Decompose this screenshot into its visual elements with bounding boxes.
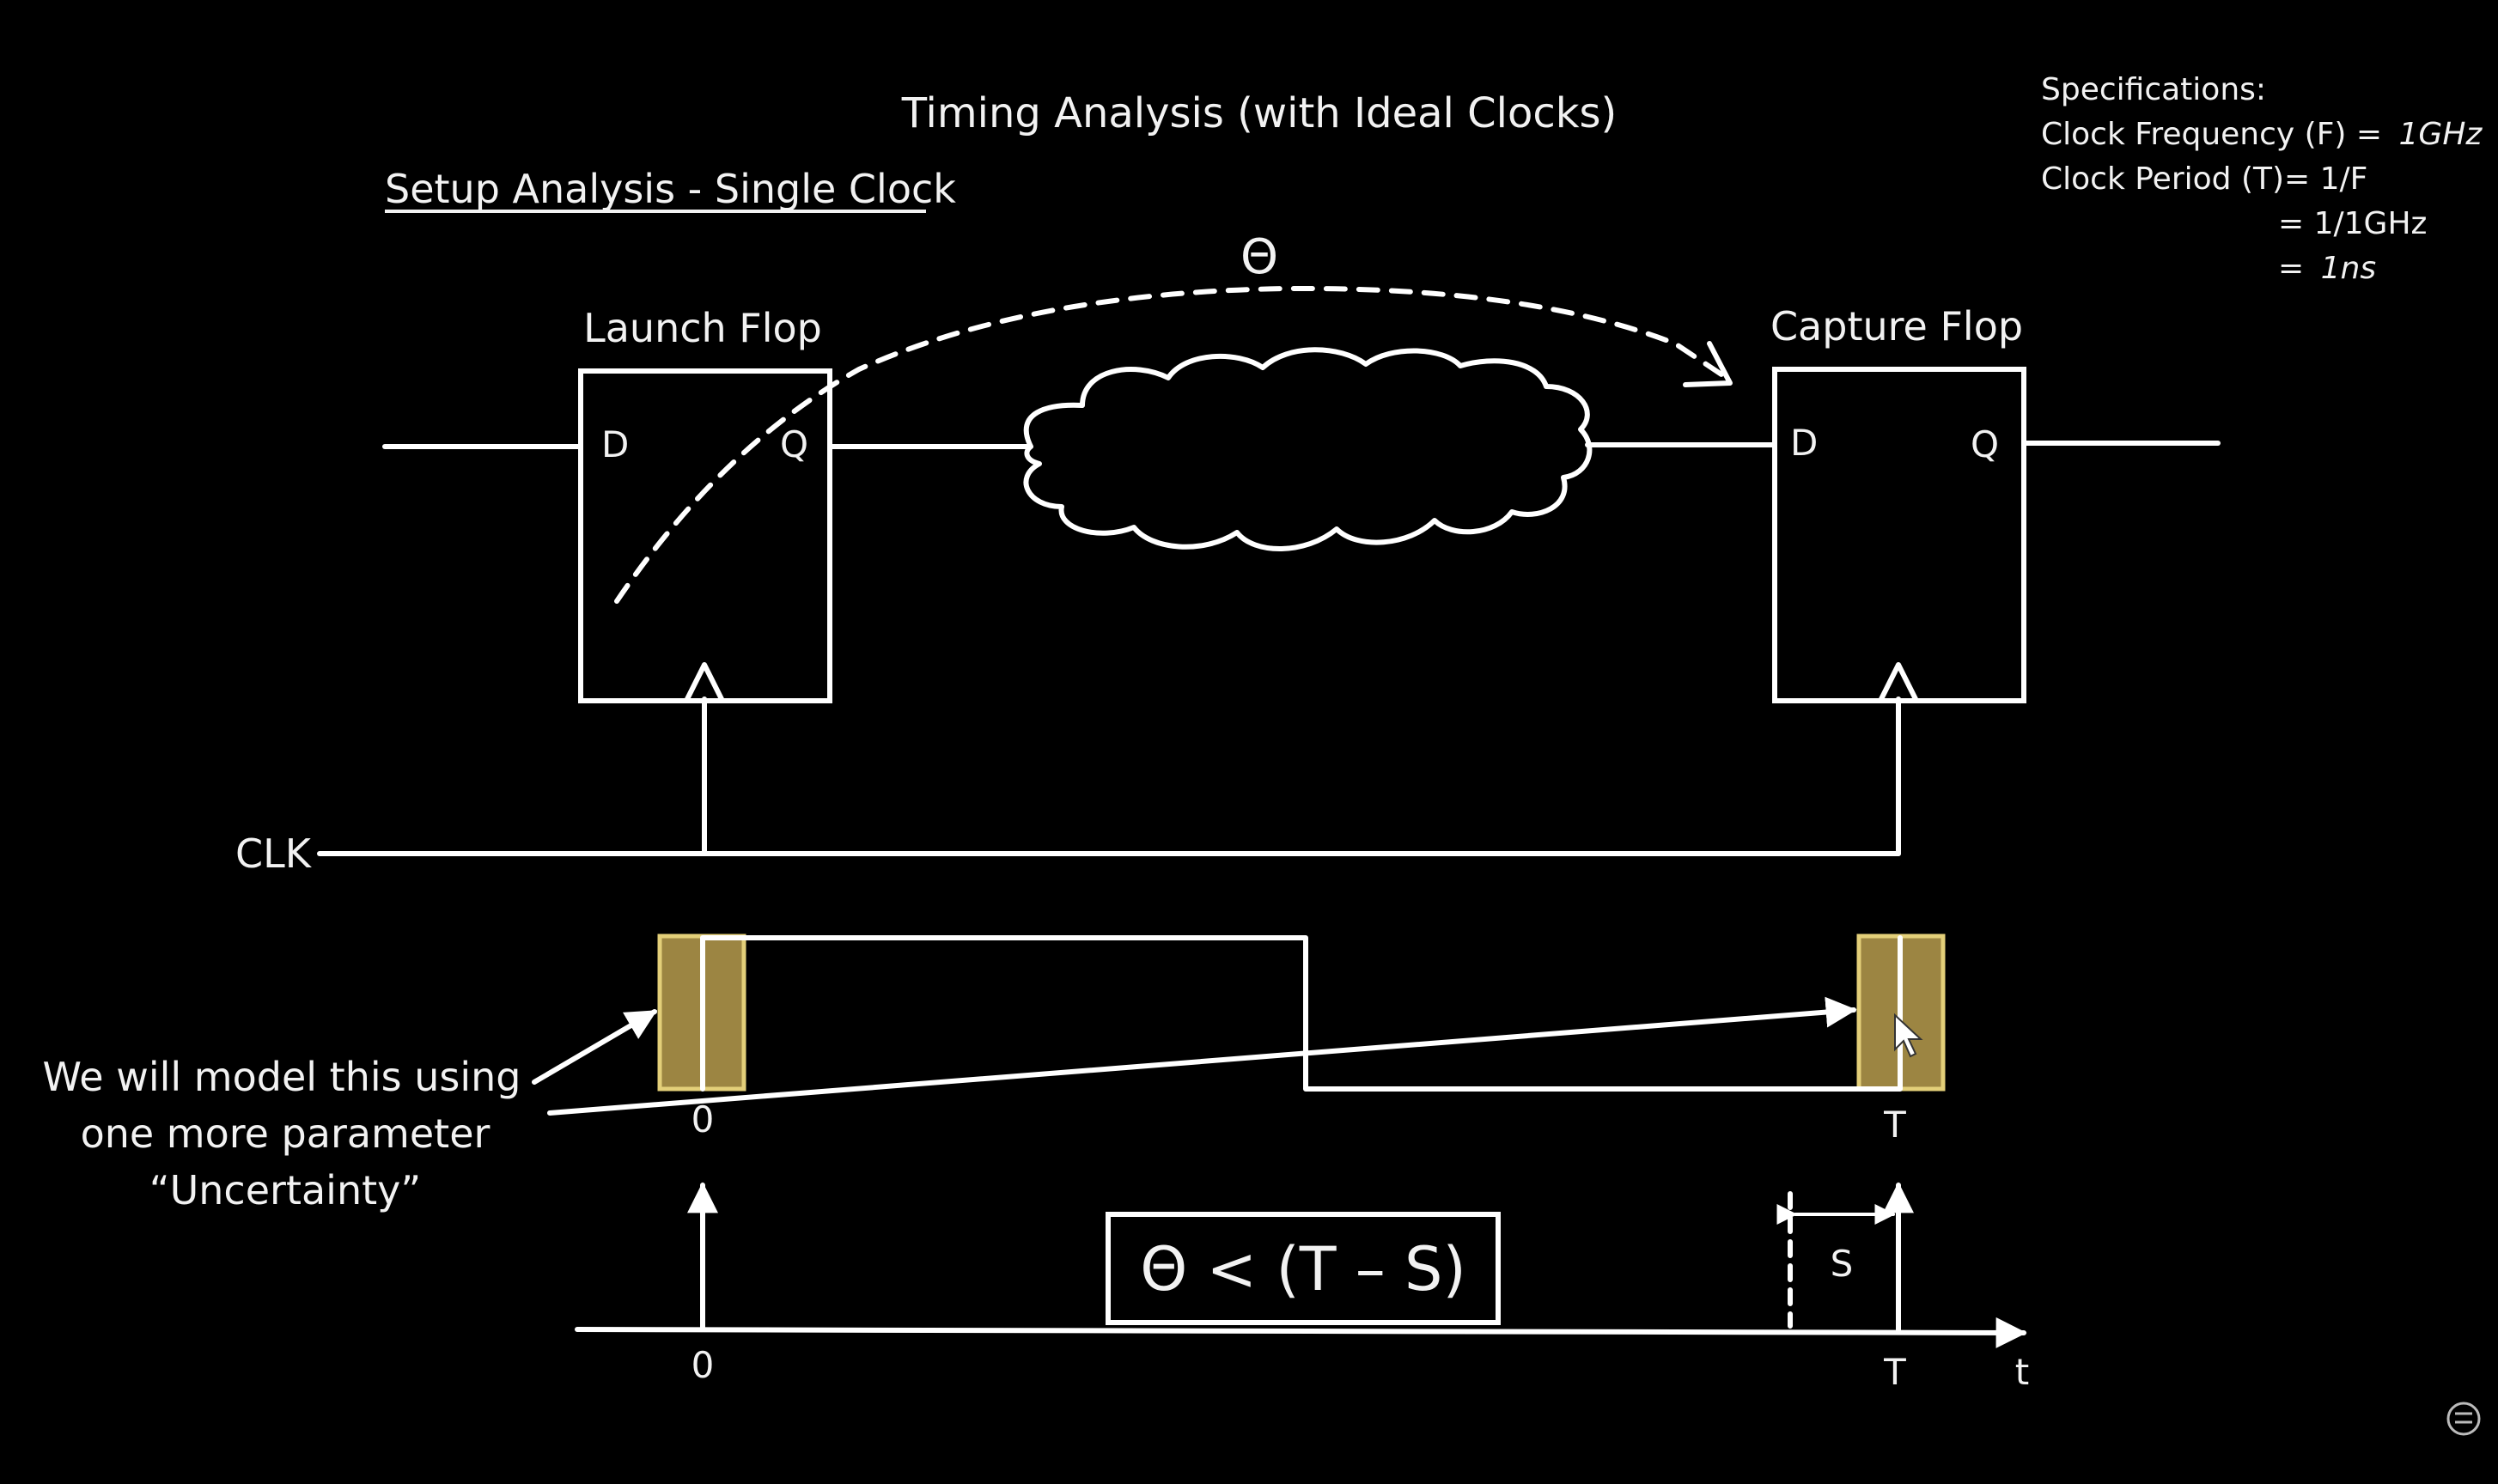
specs-frequency-label: Clock Frequency (F) = xyxy=(2041,117,2382,152)
uncertainty-arrow-launch xyxy=(532,1009,658,1085)
setup-condition-box xyxy=(1106,1212,1501,1325)
uncertainty-arrow-capture xyxy=(547,996,1857,1116)
note-line-2: one more parameter xyxy=(81,1110,490,1157)
waveform-label-0: 0 xyxy=(692,1098,715,1140)
specs-period-eq1: = 1/1GHz xyxy=(2278,206,2427,241)
note-line-3: “Uncertainty” xyxy=(149,1167,421,1213)
uncertainty-note: We will model this using one more parame… xyxy=(43,1054,521,1213)
note-line-1: We will model this using xyxy=(43,1054,521,1100)
capture-flop-q-pin: Q xyxy=(1971,423,1999,465)
timeline: S 0 T t Θ < (T – S) xyxy=(575,1182,2029,1393)
specs-period-eq2: = 1ns xyxy=(2278,251,2376,286)
video-overlay-icon[interactable] xyxy=(2446,1402,2481,1436)
mouse-cursor-icon xyxy=(1894,1013,1923,1058)
launch-flop-q-pin: Q xyxy=(780,423,808,465)
propagation-arrow-head xyxy=(1683,341,1733,387)
capture-flop-label: Capture Flop xyxy=(1770,303,2023,350)
capture-flop-clock-pin xyxy=(1879,662,1918,702)
launch-flop-d-pin: D xyxy=(601,423,629,465)
specs-frequency: Clock Frequency (F) = 1GHz xyxy=(2041,117,2483,152)
launch-flop-clock-pin xyxy=(685,662,724,702)
timeline-label-t-axis: t xyxy=(2015,1351,2029,1393)
specs-frequency-value: 1GHz xyxy=(2399,117,2483,152)
waveform-label-t: T xyxy=(1883,1104,1906,1146)
specs-period-eq2-prefix: = xyxy=(2278,251,2304,286)
propagation-arrow xyxy=(614,285,1729,604)
specs-period-value: 1ns xyxy=(2321,251,2376,286)
clock-waveform-line xyxy=(700,935,1903,1092)
timeline-label-0: 0 xyxy=(692,1344,715,1386)
page-title: Timing Analysis (with Ideal Clocks) xyxy=(901,89,1618,137)
specs-period: Clock Period (T)= 1/F xyxy=(2041,161,2367,197)
capture-flop-d-pin: D xyxy=(1790,422,1818,464)
specs-heading: Specifications: xyxy=(2041,72,2266,107)
path-delay-symbol: Θ xyxy=(1240,229,1278,285)
logic-cloud xyxy=(1023,347,1593,551)
specifications-block: Specifications: Clock Frequency (F) = 1G… xyxy=(2041,72,2483,286)
timeline-label-t-period: T xyxy=(1883,1351,1906,1393)
capture-flop: Capture Flop D Q xyxy=(1770,303,2026,703)
setup-condition-equation: Θ < (T – S) xyxy=(1140,1234,1466,1305)
setup-time-label: S xyxy=(1831,1243,1854,1285)
section-subtitle: Setup Analysis - Single Clock xyxy=(385,166,956,212)
clk-label: CLK xyxy=(235,830,313,877)
launch-flop: Launch Flop D Q xyxy=(578,305,832,703)
time-axis xyxy=(575,1317,2027,1348)
launch-flop-label: Launch Flop xyxy=(583,305,822,351)
clock-waveform: 0 T xyxy=(657,934,1946,1146)
